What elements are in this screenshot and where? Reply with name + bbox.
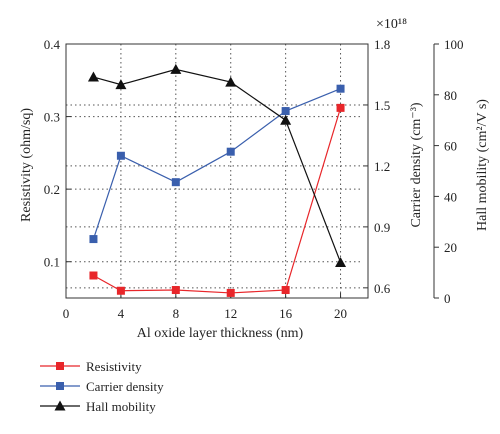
legend-item-resistivity: Resistivity	[40, 359, 142, 374]
right2-y-tick-label: 0	[444, 291, 451, 306]
right2-axis-label: Hall mobility (cm²/V s)	[475, 99, 490, 231]
right2-y-tick-label: 80	[444, 88, 457, 103]
right2-y-tick-label: 100	[444, 37, 464, 52]
right1-y-tick-label: 0.6	[374, 281, 391, 296]
right1-axis-label: Carrier density (cm⁻³)	[409, 102, 424, 227]
right2-y-tick-label: 20	[444, 240, 457, 255]
series-layer	[87, 63, 347, 297]
carrier-density-point	[336, 84, 345, 93]
right1-y-tick-label: 0.9	[374, 220, 390, 235]
legend-item-carrier-density: Carrier density	[40, 379, 164, 394]
axes: 0 4 8 12 16 20 0.1 0.2 0.3 0.4 0.6 0.9 1.2 1.5 1.8 0 20 4…	[44, 37, 464, 321]
carrier-density-line	[92, 88, 341, 240]
legend-item-hall-mobility: Hall mobility	[40, 399, 156, 414]
series-carrier-density	[89, 84, 345, 244]
series-hall-mobility	[87, 63, 347, 267]
right1-y-tick-label: 1.2	[374, 159, 390, 174]
resistivity-point	[171, 286, 180, 295]
legend: Resistivity Carrier density Hall mobility	[40, 359, 164, 414]
hall-mobility-line	[93, 68, 342, 263]
resistivity-point	[336, 103, 345, 112]
legend-marker-resistivity	[56, 362, 64, 370]
x-tick-label: 16	[279, 306, 293, 321]
series-resistivity	[89, 103, 345, 297]
left-y-tick-label: 0.1	[44, 255, 60, 270]
right2-y-tick-label: 60	[444, 139, 457, 154]
hall-mobility-point	[115, 79, 127, 90]
x-tick-label: 12	[224, 306, 237, 321]
legend-label-carrier-density: Carrier density	[86, 379, 164, 394]
carrier-density-point	[116, 151, 125, 160]
hall-mobility-point	[280, 114, 292, 125]
x-tick-label: 0	[63, 306, 70, 321]
hall-mobility-point	[170, 63, 182, 74]
hall-mobility-point	[225, 76, 237, 87]
resistivity-point	[89, 271, 98, 280]
x-tick-label: 20	[334, 306, 347, 321]
left-axis-label: Resistivity (ohm/sq)	[19, 108, 34, 222]
right1-y-tick-label: 1.8	[374, 37, 390, 52]
right1-y-tick-label: 1.5	[374, 98, 390, 113]
right2-y-tick-label: 40	[444, 189, 457, 204]
legend-marker-hall-mobility	[54, 400, 66, 411]
carrier-density-point	[281, 107, 290, 116]
resistivity-point	[281, 286, 290, 295]
left-y-tick-label: 0.3	[44, 110, 60, 125]
plot-area-frame	[65, 43, 369, 299]
legend-label-resistivity: Resistivity	[86, 359, 142, 374]
grid-lines	[66, 43, 360, 298]
carrier-density-point	[89, 235, 98, 244]
x-tick-label: 8	[173, 306, 180, 321]
x-axis-label: Al oxide layer thickness (nm)	[137, 326, 304, 341]
carrier-density-point	[226, 147, 235, 156]
resistivity-point	[116, 286, 125, 295]
x-tick-label: 4	[118, 306, 125, 321]
hall-mobility-point	[87, 71, 99, 82]
legend-label-hall-mobility: Hall mobility	[86, 399, 156, 414]
carrier-density-point	[171, 178, 180, 187]
left-y-tick-label: 0.4	[44, 37, 61, 52]
resistivity-point	[226, 288, 235, 297]
legend-marker-carrier-density	[56, 382, 64, 390]
carrier-density-multiplier: ×10¹⁸	[376, 17, 407, 32]
hall-mobility-point	[335, 256, 347, 267]
left-y-tick-label: 0.2	[44, 182, 60, 197]
resistivity-line	[93, 107, 342, 294]
